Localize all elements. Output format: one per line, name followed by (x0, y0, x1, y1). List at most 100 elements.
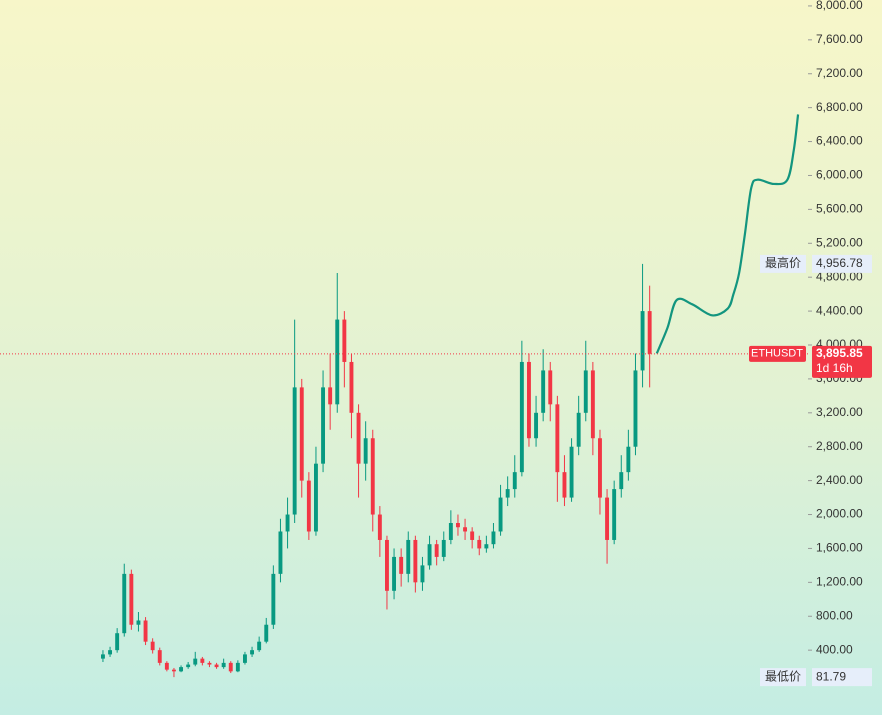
y-tick-label: 6,000.00 (816, 168, 863, 182)
countdown-label: 1d 16h (816, 361, 853, 375)
candle-body (363, 438, 368, 464)
y-tick-label: 2,800.00 (816, 439, 863, 453)
candle-body (392, 556, 397, 591)
candle-body (534, 412, 539, 439)
candle-body (647, 311, 652, 354)
y-tick-label: 2,000.00 (816, 507, 863, 521)
candle-body (172, 669, 176, 672)
candle-body (598, 438, 602, 498)
candle-body (129, 573, 134, 625)
candle-body (626, 446, 631, 473)
candle-body (143, 620, 148, 642)
candle-body (605, 497, 610, 540)
candle-body (484, 544, 489, 549)
candle-body (200, 658, 205, 663)
candle-body (115, 633, 120, 651)
candle-body (136, 620, 141, 625)
plot-area (0, 114, 808, 678)
candle-body (214, 664, 219, 668)
candle-body (150, 641, 155, 651)
candle-body (321, 387, 326, 464)
candle-body (235, 662, 240, 672)
candle-body (314, 463, 318, 532)
projection-line (655, 114, 800, 354)
candle-body (356, 412, 361, 464)
candle-body (228, 662, 233, 672)
candle-body (250, 650, 255, 655)
high-marker-name: 最高价 (765, 255, 801, 270)
candle-body (108, 650, 113, 655)
candle-body (519, 361, 524, 473)
candle-body (193, 658, 198, 665)
candle-body (399, 556, 404, 574)
candle-body (541, 370, 546, 413)
candle-body (640, 311, 645, 371)
y-tick-label: 7,600.00 (816, 32, 863, 46)
candle-body (285, 514, 290, 532)
low-marker-box (760, 668, 806, 687)
high-value-box (812, 254, 872, 273)
symbol-badge (749, 345, 806, 362)
candle-body (406, 539, 411, 574)
low-marker-value: 81.79 (816, 669, 846, 683)
candle-body (157, 650, 162, 663)
candle-body (427, 544, 432, 566)
y-tick-label: 7,200.00 (816, 66, 863, 80)
candle-body (221, 662, 226, 668)
candle-body (349, 361, 354, 413)
candle-body (292, 387, 297, 515)
candle-body (299, 387, 304, 481)
candle-body (413, 539, 418, 583)
candle-body (207, 662, 212, 665)
candle-body (590, 370, 595, 439)
y-tick-label: 1,200.00 (816, 575, 863, 589)
price-axis: 400.00 800.00 1,200.00 1,600.00 2,000.00 2,40… (749, 0, 872, 687)
candle-body (619, 472, 624, 490)
candle-body (498, 497, 503, 532)
y-tick-label: 8,000.00 (816, 0, 863, 12)
candle-body (264, 624, 269, 642)
candle-body (633, 370, 638, 447)
symbol-label: ETHUSDT (751, 348, 803, 360)
y-tick-label: 5,200.00 (816, 235, 863, 249)
candle-body (122, 573, 127, 634)
low-marker-name: 最低价 (765, 669, 801, 683)
y-tick-label: 3,200.00 (816, 405, 863, 419)
last-price-label: 3,895.85 (816, 346, 863, 360)
high-marker-box (760, 254, 806, 273)
candle-body (278, 531, 283, 574)
candle-body (441, 539, 446, 557)
candle-body (271, 573, 276, 625)
y-tick-label: 800.00 (816, 608, 853, 622)
candle-body (434, 544, 439, 557)
y-tick-label: 4,400.00 (816, 303, 863, 317)
candle-body (186, 664, 191, 668)
candle-body (257, 641, 262, 651)
candle-body (576, 412, 581, 447)
candle-body (328, 387, 333, 405)
y-tick-label: 1,600.00 (816, 541, 863, 555)
candle-body (491, 531, 496, 545)
candle-body (512, 472, 517, 490)
candle-body (377, 514, 382, 540)
candle-body (335, 319, 340, 405)
price-badge (812, 345, 872, 378)
y-tick-label: 2,400.00 (816, 473, 863, 487)
candle-body (612, 489, 617, 540)
candle-body (243, 654, 247, 663)
candle-body (548, 370, 553, 405)
high-marker-value: 4,956.78 (816, 256, 863, 270)
candle-body (562, 472, 567, 498)
candle-body (448, 523, 453, 540)
candle-body (164, 662, 169, 670)
candle-body (456, 523, 460, 528)
candle-body (101, 654, 105, 659)
candle-body (583, 370, 588, 413)
candle-body (477, 539, 482, 549)
candle-body (370, 438, 375, 515)
candle-body (505, 489, 510, 498)
candle-body (463, 527, 468, 532)
candle-body (569, 446, 574, 498)
candle-body (555, 404, 560, 473)
